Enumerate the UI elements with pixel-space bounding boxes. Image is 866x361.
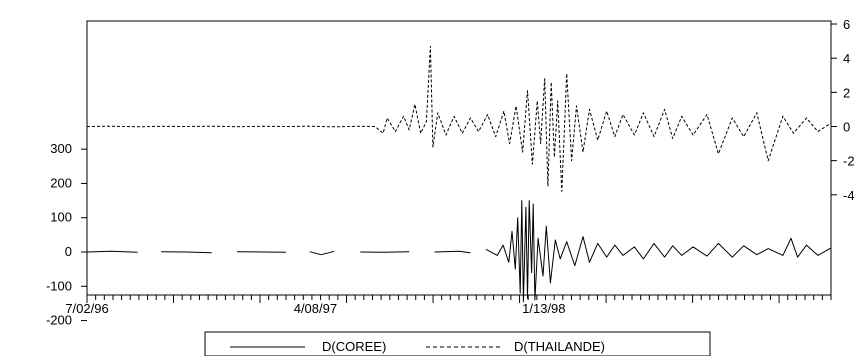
right-axis-tick-label: 6: [843, 17, 850, 32]
right-axis-tick-label: 0: [843, 120, 850, 135]
legend-label-d-thailande: D(THAILANDE): [514, 339, 605, 354]
left-axis-tick-label: 300: [50, 141, 72, 156]
legend: D(COREE) D(THAILANDE): [204, 331, 711, 357]
right-axis: 6 4 2 0 -2 -4: [831, 17, 855, 203]
left-axis-tick-label: -100: [46, 278, 72, 293]
series-layer: [86, 45, 832, 303]
left-axis-tick-label: -200: [46, 313, 72, 328]
series-line-d-coree: [86, 200, 832, 303]
right-axis-tick-label: -4: [843, 188, 855, 203]
left-axis: 300 200 100 0 -100 -200: [46, 141, 87, 328]
right-axis-tick-label: -2: [843, 154, 855, 169]
plot-frame: [86, 20, 832, 296]
legend-box: [204, 331, 711, 357]
left-axis-tick-label: 0: [65, 244, 72, 259]
x-axis-tick-label: 7/02/96: [65, 301, 108, 316]
x-axis-tick-label: 1/13/98: [522, 301, 565, 316]
right-axis-tick-label: 2: [843, 85, 850, 100]
right-axis-tick-label: 4: [843, 51, 850, 66]
x-axis-tick-label: 4/08/97: [294, 301, 337, 316]
left-axis-tick-label: 200: [50, 175, 72, 190]
series-line-d-thailande: [86, 45, 832, 192]
legend-label-d-coree: D(COREE): [322, 339, 386, 354]
left-axis-tick-label: 100: [50, 210, 72, 225]
x-axis: 7/02/96 4/08/97 1/13/98: [65, 295, 832, 316]
